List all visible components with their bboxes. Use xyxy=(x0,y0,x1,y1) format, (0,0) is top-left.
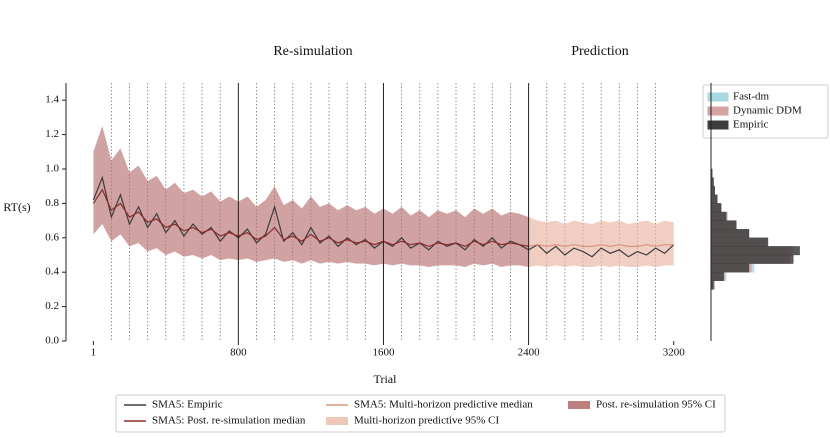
hist-bar xyxy=(710,272,724,281)
legend-label: Empiric xyxy=(733,119,769,131)
ci-band xyxy=(528,217,674,268)
hist-bar xyxy=(710,203,722,213)
x-tick-label: 3200 xyxy=(663,347,686,359)
hist-bar xyxy=(710,229,750,238)
legend-box xyxy=(702,84,829,139)
legend-swatch xyxy=(326,417,348,425)
hist-bar xyxy=(710,237,769,247)
hist-bar xyxy=(710,263,750,273)
y-tick-label: 1.2 xyxy=(45,128,59,140)
section-label: Re-simulation xyxy=(273,44,352,59)
x-axis-label: Trial xyxy=(374,372,398,386)
legend-label: Fast-dm xyxy=(733,91,770,103)
legend-swatch xyxy=(707,106,729,116)
hist-bar xyxy=(710,220,737,230)
y-tick-label: 0.8 xyxy=(45,197,59,209)
legend-label: SMA5: Post. re-simulation median xyxy=(152,415,306,427)
x-tick-label: 1600 xyxy=(372,347,395,359)
y-tick-label: 0.0 xyxy=(45,335,59,347)
legend-label: SMA5: Multi-horizon predictive median xyxy=(354,399,533,411)
y-tick-label: 1.0 xyxy=(45,163,59,175)
y-tick-label: 0.2 xyxy=(45,300,59,312)
legend-label: SMA5: Empiric xyxy=(152,399,223,411)
legend-label: Dynamic DDM xyxy=(733,105,802,117)
legend-swatch xyxy=(568,401,590,409)
hist-bar xyxy=(710,254,794,264)
x-tick-label: 1 xyxy=(91,347,97,359)
y-tick-label: 0.4 xyxy=(45,266,59,278)
y-tick-label: 0.6 xyxy=(45,231,59,243)
legend-swatch xyxy=(707,92,729,102)
section-label: Prediction xyxy=(571,44,629,59)
ci-band xyxy=(93,126,529,268)
series-line xyxy=(528,244,674,248)
hist-bar xyxy=(710,246,800,256)
hist-bar xyxy=(710,194,718,204)
legend-label: Multi-horizon predictive 95% CI xyxy=(354,415,499,427)
hist-bar xyxy=(710,186,715,195)
legend-label: Post. re-simulation 95% CI xyxy=(596,399,716,411)
y-tick-label: 1.4 xyxy=(45,94,59,106)
hist-bar xyxy=(710,211,727,221)
series-line xyxy=(92,188,529,248)
y-axis-label: RT(s) xyxy=(3,200,30,214)
legend-swatch xyxy=(707,120,729,130)
x-tick-label: 2400 xyxy=(518,347,541,359)
x-tick-label: 800 xyxy=(230,347,247,359)
